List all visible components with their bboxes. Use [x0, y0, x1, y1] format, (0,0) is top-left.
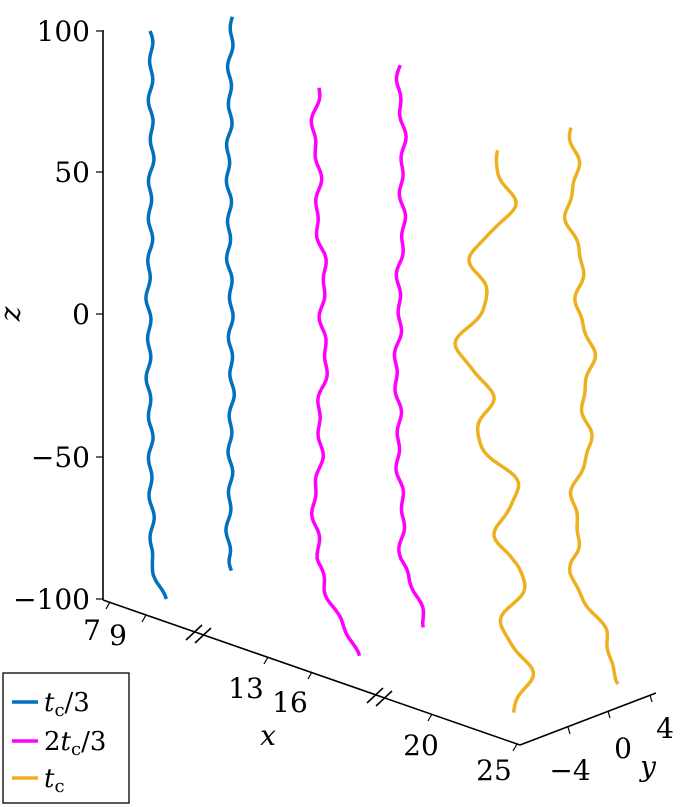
x-axis-break	[185, 624, 393, 707]
series-layer	[144, 16, 620, 713]
z-tick-label: −50	[31, 441, 90, 474]
x-axis-break-mark	[194, 627, 212, 644]
legend-main: t	[44, 764, 55, 794]
y-tick	[607, 710, 611, 719]
legend-label-tc3: tc/3	[44, 688, 90, 721]
x-tick-label: 16	[272, 686, 308, 719]
y-tick-label: 4	[656, 712, 674, 745]
x-tick-label: 9	[109, 619, 127, 652]
legend-sub: c	[54, 776, 64, 797]
x-tick	[512, 743, 518, 752]
y-tick	[567, 726, 571, 735]
series-line-tc3-1	[224, 16, 236, 572]
x-axis-break-mark	[366, 687, 384, 704]
legend-label-2tc3: 2tc/3	[44, 727, 106, 760]
series-line-2tc3-2	[309, 87, 362, 657]
legend-box	[2, 672, 130, 804]
x-tick	[141, 614, 147, 623]
z-tick-label: 100	[37, 15, 90, 48]
x-tick	[307, 671, 313, 680]
x-tick	[105, 601, 111, 610]
x-tick-label: 7	[83, 614, 101, 647]
legend-suffix: /3	[81, 727, 106, 757]
y-tick	[649, 694, 653, 703]
legend-sub: c	[54, 700, 64, 721]
x-axis-title: x	[260, 719, 276, 752]
legend-prefix: 2	[44, 727, 61, 757]
x-tick-label: 20	[403, 729, 439, 762]
legend: tc/3 2tc/3 tc	[2, 672, 130, 804]
legend-suffix: /3	[65, 688, 90, 718]
y-ticks	[567, 694, 653, 735]
series-line-tc-4	[453, 149, 536, 713]
series-line-tc3-0	[144, 30, 168, 600]
z-axis-title: z	[0, 306, 27, 322]
x-ticks	[105, 601, 518, 752]
x-axis-break-mark	[185, 624, 203, 641]
legend-label-tc: tc	[44, 764, 65, 797]
z-tick-label: 0	[72, 298, 90, 331]
y-axis-line	[519, 692, 657, 746]
x-axis-break-mark	[375, 690, 393, 707]
x-tick	[427, 713, 433, 722]
y-axis-title: y	[638, 750, 657, 783]
x-tick	[263, 656, 269, 665]
x-tick-label: 25	[476, 754, 512, 787]
y-tick-label: 0	[614, 732, 632, 765]
legend-main: t	[61, 727, 72, 757]
x-tick-label: 13	[228, 672, 264, 705]
legend-sub: c	[71, 739, 81, 760]
series-line-tc-5	[562, 127, 620, 685]
series-line-2tc3-3	[392, 64, 426, 628]
z-tick-label: 50	[54, 156, 90, 189]
legend-main: t	[44, 688, 55, 718]
z-ticks	[96, 30, 103, 600]
y-tick-label: −4	[549, 754, 590, 787]
z-tick-label: −100	[13, 583, 90, 616]
